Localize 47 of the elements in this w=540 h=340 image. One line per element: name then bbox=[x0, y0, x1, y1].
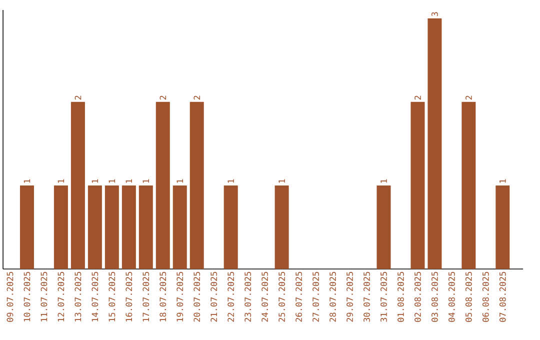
x-tick-label: 15.07.2025 bbox=[108, 272, 116, 322]
x-tick-label: 20.07.2025 bbox=[194, 272, 200, 322]
x-tick-label: 07.08.2025 bbox=[499, 272, 506, 322]
x-tick-label: 24.07.2025 bbox=[262, 272, 268, 322]
x-tick-label: 04.08.2025 bbox=[448, 272, 455, 322]
data-label: 3 bbox=[431, 12, 438, 16]
x-tick-label: 23.07.2025 bbox=[244, 272, 252, 322]
x-tick-label: 11.07.2025 bbox=[40, 272, 48, 322]
x-tick-label: 05.08.2025 bbox=[465, 272, 472, 322]
x-tick-label: 10.07.2025 bbox=[24, 272, 30, 322]
x-tick-label: 13.07.2025 bbox=[74, 272, 82, 322]
x-tick-label: 25.07.2025 bbox=[278, 272, 286, 322]
x-tick-label: 26.07.2025 bbox=[296, 272, 302, 322]
x-tick-label: 03.08.2025 bbox=[431, 272, 438, 322]
data-label: 2 bbox=[74, 96, 82, 100]
data-label: 1 bbox=[92, 179, 98, 183]
x-tick-label: 16.07.2025 bbox=[126, 272, 132, 322]
x-tick-label: 27.07.2025 bbox=[312, 272, 320, 322]
x-tick-label: 12.07.2025 bbox=[58, 272, 64, 322]
x-tick-label: 22.07.2025 bbox=[228, 272, 234, 322]
x-tick-label: 28.07.2025 bbox=[330, 272, 336, 322]
data-label: 2 bbox=[414, 96, 421, 100]
data-label: 1 bbox=[228, 179, 234, 183]
x-tick-label: 14.07.2025 bbox=[92, 272, 98, 322]
x-tick-label: 30.07.2025 bbox=[364, 272, 370, 322]
data-label: 1 bbox=[176, 179, 183, 183]
x-tick-label: 31.07.2025 bbox=[380, 272, 387, 322]
data-label: 1 bbox=[380, 179, 387, 183]
data-label: 1 bbox=[58, 179, 64, 183]
data-label: 1 bbox=[24, 179, 30, 183]
x-tick-label: 06.08.2025 bbox=[482, 272, 489, 322]
data-label: 1 bbox=[108, 179, 116, 183]
data-label: 1 bbox=[500, 179, 506, 183]
data-label: 1 bbox=[126, 179, 132, 183]
data-label: 2 bbox=[194, 96, 200, 100]
x-tick-label: 17.07.2025 bbox=[142, 272, 150, 322]
data-label: 2 bbox=[160, 96, 166, 100]
data-label: 1 bbox=[142, 179, 150, 183]
x-tick-label: 02.08.2025 bbox=[414, 272, 421, 322]
data-label: 1 bbox=[278, 179, 285, 183]
x-tick-label: 09.07.2025 bbox=[6, 272, 14, 322]
x-tick-label: 21.07.2025 bbox=[210, 272, 218, 322]
data-label: 2 bbox=[466, 96, 472, 100]
x-tick-label: 19.07.2025 bbox=[176, 272, 184, 322]
x-tick-label: 18.07.2025 bbox=[160, 272, 166, 322]
x-tick-label: 29.07.2025 bbox=[346, 272, 353, 322]
x-tick-label: 01.08.2025 bbox=[398, 272, 404, 322]
